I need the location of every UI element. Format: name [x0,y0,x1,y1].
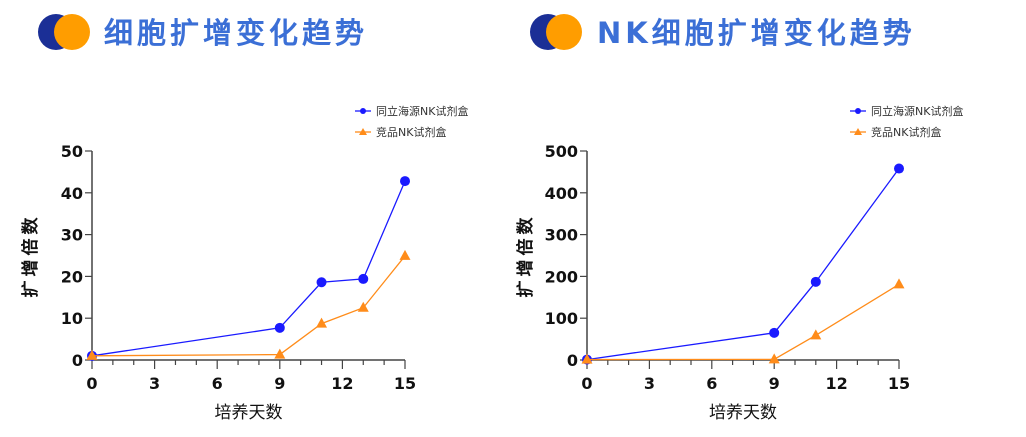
data-point-triangle [581,353,593,364]
y-axis-label: 扩增倍数 [20,214,41,298]
data-point-triangle [893,278,905,289]
legend-circle-icon [855,108,861,114]
data-point-triangle [274,348,286,359]
data-point-triangle [86,349,98,360]
y-tick-label: 30 [61,226,83,245]
y-tick-label: 300 [545,226,578,245]
data-point-circle [769,327,780,338]
x-tick-label: 3 [149,374,160,393]
legend-label: 竞品NK试剂盒 [871,125,941,139]
y-tick-label: 0 [72,351,83,370]
y-tick-label: 50 [61,142,83,161]
y-tick-label: 500 [545,142,578,161]
y-tick-label: 10 [61,309,83,328]
x-tick-label: 15 [394,374,416,393]
legend-label: 同立海源NK试剂盒 [376,104,468,118]
x-axis-label: 培养天数 [709,403,777,423]
data-point-circle [400,176,410,187]
data-point-triangle [810,329,822,340]
data-point-triangle [399,249,411,260]
x-tick-label: 6 [212,374,223,393]
y-tick-label: 400 [545,184,578,203]
x-tick-label: 0 [86,374,97,393]
y-axis-label: 扩增倍数 [515,214,536,298]
data-point-circle [810,276,821,287]
chart-nk-expansion: 0 3 6 9 12 15 0 100 200 300 400 500 培养天数 扩增倍数 同立海源NK试剂… [515,104,963,423]
legend-circle-icon [360,108,366,114]
series-line-1 [91,255,406,357]
chart-cell-expansion: 0 3 6 9 12 15 0 10 20 30 40 50 培养天数 扩增倍数 同立海源NK试剂盒竞品NK… [20,104,468,423]
y-tick-label: 40 [61,184,83,203]
y-tick-label: 20 [61,267,83,286]
chart-title-1: 细胞扩增变化趋势 [104,16,369,50]
series-line-0 [91,180,406,357]
y-tick-label: 200 [545,267,578,286]
legend-triangle-icon [854,128,862,135]
legend-label: 同立海源NK试剂盒 [871,104,963,118]
data-point-circle [316,277,327,288]
data-point-triangle [768,353,780,364]
data-point-circle [894,163,904,174]
x-tick-label: 15 [888,374,910,393]
x-tick-label: 3 [644,374,655,393]
data-point-circle [358,273,369,284]
x-axis-label: 培养天数 [215,403,283,423]
data-point-triangle [316,317,328,328]
legend-triangle-icon [359,128,367,135]
data-point-triangle [357,301,369,312]
chart-title-2: NK细胞扩增变化趋势 [597,16,916,50]
x-tick-label: 6 [706,374,717,393]
x-tick-label: 0 [581,374,592,393]
y-tick-label: 0 [567,351,578,370]
series-line-0 [586,168,900,361]
series-line-1 [586,283,900,361]
x-tick-label: 12 [331,374,353,393]
x-tick-label: 12 [825,374,847,393]
data-point-circle [274,322,285,333]
x-tick-label: 9 [274,374,285,393]
logo-icon [530,14,586,50]
x-tick-label: 9 [769,374,780,393]
legend-label: 竞品NK试剂盒 [376,125,446,139]
logo-icon [38,14,94,50]
y-tick-label: 100 [545,309,578,328]
